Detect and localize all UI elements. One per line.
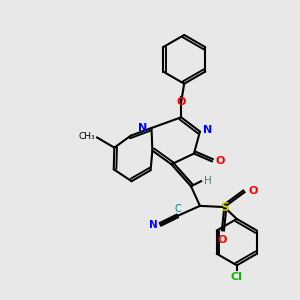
Text: N: N — [149, 220, 158, 230]
Text: N: N — [203, 125, 213, 135]
Text: H: H — [204, 176, 212, 186]
Text: CH₃: CH₃ — [79, 132, 96, 141]
Text: O: O — [218, 235, 227, 245]
Text: Cl: Cl — [231, 272, 243, 282]
Text: O: O — [248, 186, 257, 196]
Text: S: S — [220, 201, 229, 214]
Text: O: O — [176, 97, 186, 107]
Text: O: O — [215, 156, 225, 166]
Text: C: C — [175, 204, 181, 214]
Text: N: N — [138, 123, 147, 133]
